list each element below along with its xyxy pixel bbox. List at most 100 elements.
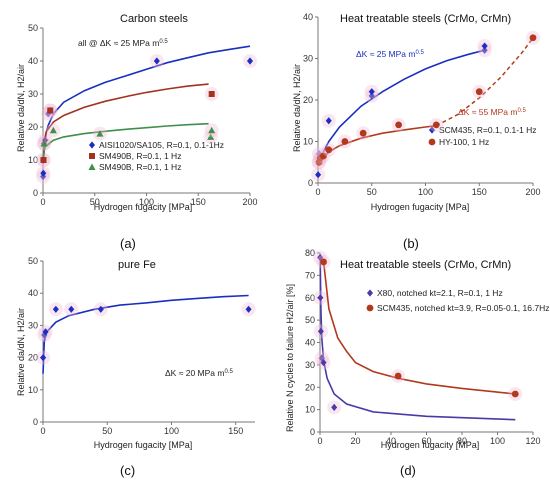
panel-3-y-tick-label: 70 xyxy=(305,270,315,280)
panel-0-series-2-point xyxy=(49,126,57,134)
panel-0-series-0-point xyxy=(247,57,253,65)
panel-2-y-tick-label: 0 xyxy=(33,417,38,427)
panel-1-series-1-point xyxy=(341,138,349,145)
panel-3-x-tick-label: 60 xyxy=(421,436,431,446)
panel-3-y-tick-label: 80 xyxy=(305,248,315,258)
panel-3-x-tick-label: 80 xyxy=(457,436,467,446)
panel-1-x-tick-label: 100 xyxy=(418,187,433,197)
panel-a: Carbon steels Relative da/dN, H2/air Hyd… xyxy=(16,13,258,251)
legend-a-entry: SM490B, R=0.1, 1 Hz xyxy=(99,151,181,161)
panel-1-series-1-point xyxy=(319,152,327,160)
panel-2-x-tick-label: 100 xyxy=(164,426,179,436)
panel-1-series-1-point xyxy=(325,146,333,154)
legend-a-marker xyxy=(89,141,95,149)
panel-2-y-tick-label: 30 xyxy=(28,320,38,330)
panel-1-series-0-point xyxy=(481,46,488,54)
panel-2-series-0-point xyxy=(40,354,47,362)
panel-0-series-0-point xyxy=(153,57,160,65)
panel-3-series-0-point xyxy=(318,354,325,362)
panel-c-annotation: ΔK ≈ 20 MPa m0.5 xyxy=(165,368,233,378)
panel-0-series-2-point xyxy=(96,130,104,137)
panel-c-label: (c) xyxy=(120,463,135,478)
panel-2-series-0-point xyxy=(245,305,252,313)
panel-3-x-tick-label: 0 xyxy=(317,436,322,446)
panel-d: Heat treatable steels (CrMo, CrMn) Relat… xyxy=(285,248,549,478)
panel-a-xlabel: Hydrogen fugacity [MPa] xyxy=(94,202,193,212)
legend-a-entry: AISI1020/SA105, R=0.1, 0.1-1Hz xyxy=(99,140,224,150)
panel-0-y-tick-label: 0 xyxy=(33,188,38,198)
panel-0-y-tick-label: 50 xyxy=(28,23,38,33)
panel-3-series-0-point xyxy=(317,327,324,335)
legend-b-marker xyxy=(428,138,436,146)
panel-1-y-tick-label: 20 xyxy=(303,95,313,105)
panel-b-ylabel: Relative da/dN, H2/air xyxy=(292,64,302,152)
legend-d-entry: SCM435, notched kt=3.9, R=0.05-0.1, 16.7… xyxy=(377,303,549,313)
panel-1-x-tick-label: 150 xyxy=(472,187,487,197)
panel-1-series-1-point xyxy=(529,34,537,42)
legend-b-entry: SCM435, R=0.1, 0.1-1 Hz xyxy=(439,125,537,135)
panel-3-series-0-point xyxy=(317,294,324,302)
panel-1-series-1-point xyxy=(475,88,483,96)
panel-0-x-tick-label: 150 xyxy=(191,197,206,207)
panel-1-x-tick-label: 50 xyxy=(367,187,377,197)
panel-c: pure Fe Relative da/dN, H2/air Hydrogen … xyxy=(16,256,256,478)
panel-2-y-tick-label: 20 xyxy=(28,353,38,363)
panel-3-y-tick-label: 50 xyxy=(305,315,315,325)
panel-0-series-1-point xyxy=(47,107,54,114)
panel-c-xlabel: Hydrogen fugacity [MPa] xyxy=(94,440,193,450)
panel-b-title: Heat treatable steels (CrMo, CrMn) xyxy=(340,13,511,25)
legend-a-entry: SM490B, R=0.1, 1 Hz xyxy=(99,162,181,172)
panel-a-ylabel: Relative da/dN, H2/air xyxy=(16,64,26,152)
panel-1-series-1-fit-dashed xyxy=(435,37,534,127)
legend-d-marker xyxy=(366,304,374,312)
panel-b-xlabel: Hydrogen fugacity [MPa] xyxy=(371,202,470,212)
panel-1-series-0-point xyxy=(325,117,332,125)
panel-0-series-2-point xyxy=(207,133,215,140)
panel-3-x-tick-label: 120 xyxy=(525,436,540,446)
panel-c-title: pure Fe xyxy=(118,259,156,271)
panel-0-y-tick-label: 10 xyxy=(28,155,38,165)
panel-2-series-0-point xyxy=(68,305,75,313)
panel-0-series-1-point xyxy=(40,157,47,163)
panel-d-legend: X80, notched kt=2.1, R=0.1, 1 Hz SCM435, … xyxy=(366,288,549,313)
panel-0-x-tick-label: 100 xyxy=(139,197,154,207)
panel-b-legend: SCM435, R=0.1, 0.1-1 Hz HY-100, 1 Hz xyxy=(428,125,537,147)
legend-a-marker xyxy=(88,163,96,170)
panel-0-x-tick-label: 200 xyxy=(242,197,257,207)
panel-b-annotation-2: ΔK ≈ 55 MPa m0.5 xyxy=(458,107,526,117)
panel-2-x-tick-label: 150 xyxy=(228,426,243,436)
panel-3-series-1-point xyxy=(320,258,327,266)
panel-0-series-1-fit xyxy=(42,83,209,164)
panel-1-series-1-point xyxy=(432,121,440,129)
panel-b: Heat treatable steels (CrMo, CrMn) Relat… xyxy=(292,12,541,251)
panel-2-series-0-point xyxy=(97,305,104,313)
panel-3-y-tick-label: 60 xyxy=(305,293,315,303)
panel-0-series-2-point xyxy=(40,140,48,147)
panel-d-ylabel: Relative N cycles to failure H2/air [%] xyxy=(285,284,295,432)
panel-1-y-tick-label: 0 xyxy=(308,178,313,188)
panel-0-series-1-point xyxy=(208,91,215,97)
panel-1-y-tick-label: 30 xyxy=(303,54,313,64)
panel-2-x-tick-label: 0 xyxy=(40,426,45,436)
panel-0-series-2-fit xyxy=(42,122,209,157)
panel-a-title: Carbon steels xyxy=(120,13,188,25)
panel-3-series-0-point xyxy=(317,253,324,262)
panel-2-y-tick-label: 40 xyxy=(28,288,38,298)
panel-0-series-0-fit xyxy=(42,45,251,164)
panel-1-series-0-point xyxy=(368,88,375,96)
panel-3-series-1-point xyxy=(394,372,402,380)
panel-a-label: (a) xyxy=(120,236,136,251)
legend-a-marker xyxy=(89,153,95,159)
panel-0-y-tick-label: 40 xyxy=(28,56,38,66)
panel-1-y-tick-label: 40 xyxy=(303,12,313,22)
panel-3-series-1-fit xyxy=(322,261,516,395)
panel-1-x-tick-label: 200 xyxy=(525,187,540,197)
panel-3-y-tick-label: 10 xyxy=(305,405,315,415)
panel-d-xlabel: Hydrogen fugacity [MPa] xyxy=(381,440,480,450)
panel-1-x-tick-label: 0 xyxy=(315,187,320,197)
panel-0-x-tick-label: 50 xyxy=(90,197,100,207)
panel-3-x-tick-label: 100 xyxy=(490,436,505,446)
panel-2-series-0-point xyxy=(42,328,49,336)
